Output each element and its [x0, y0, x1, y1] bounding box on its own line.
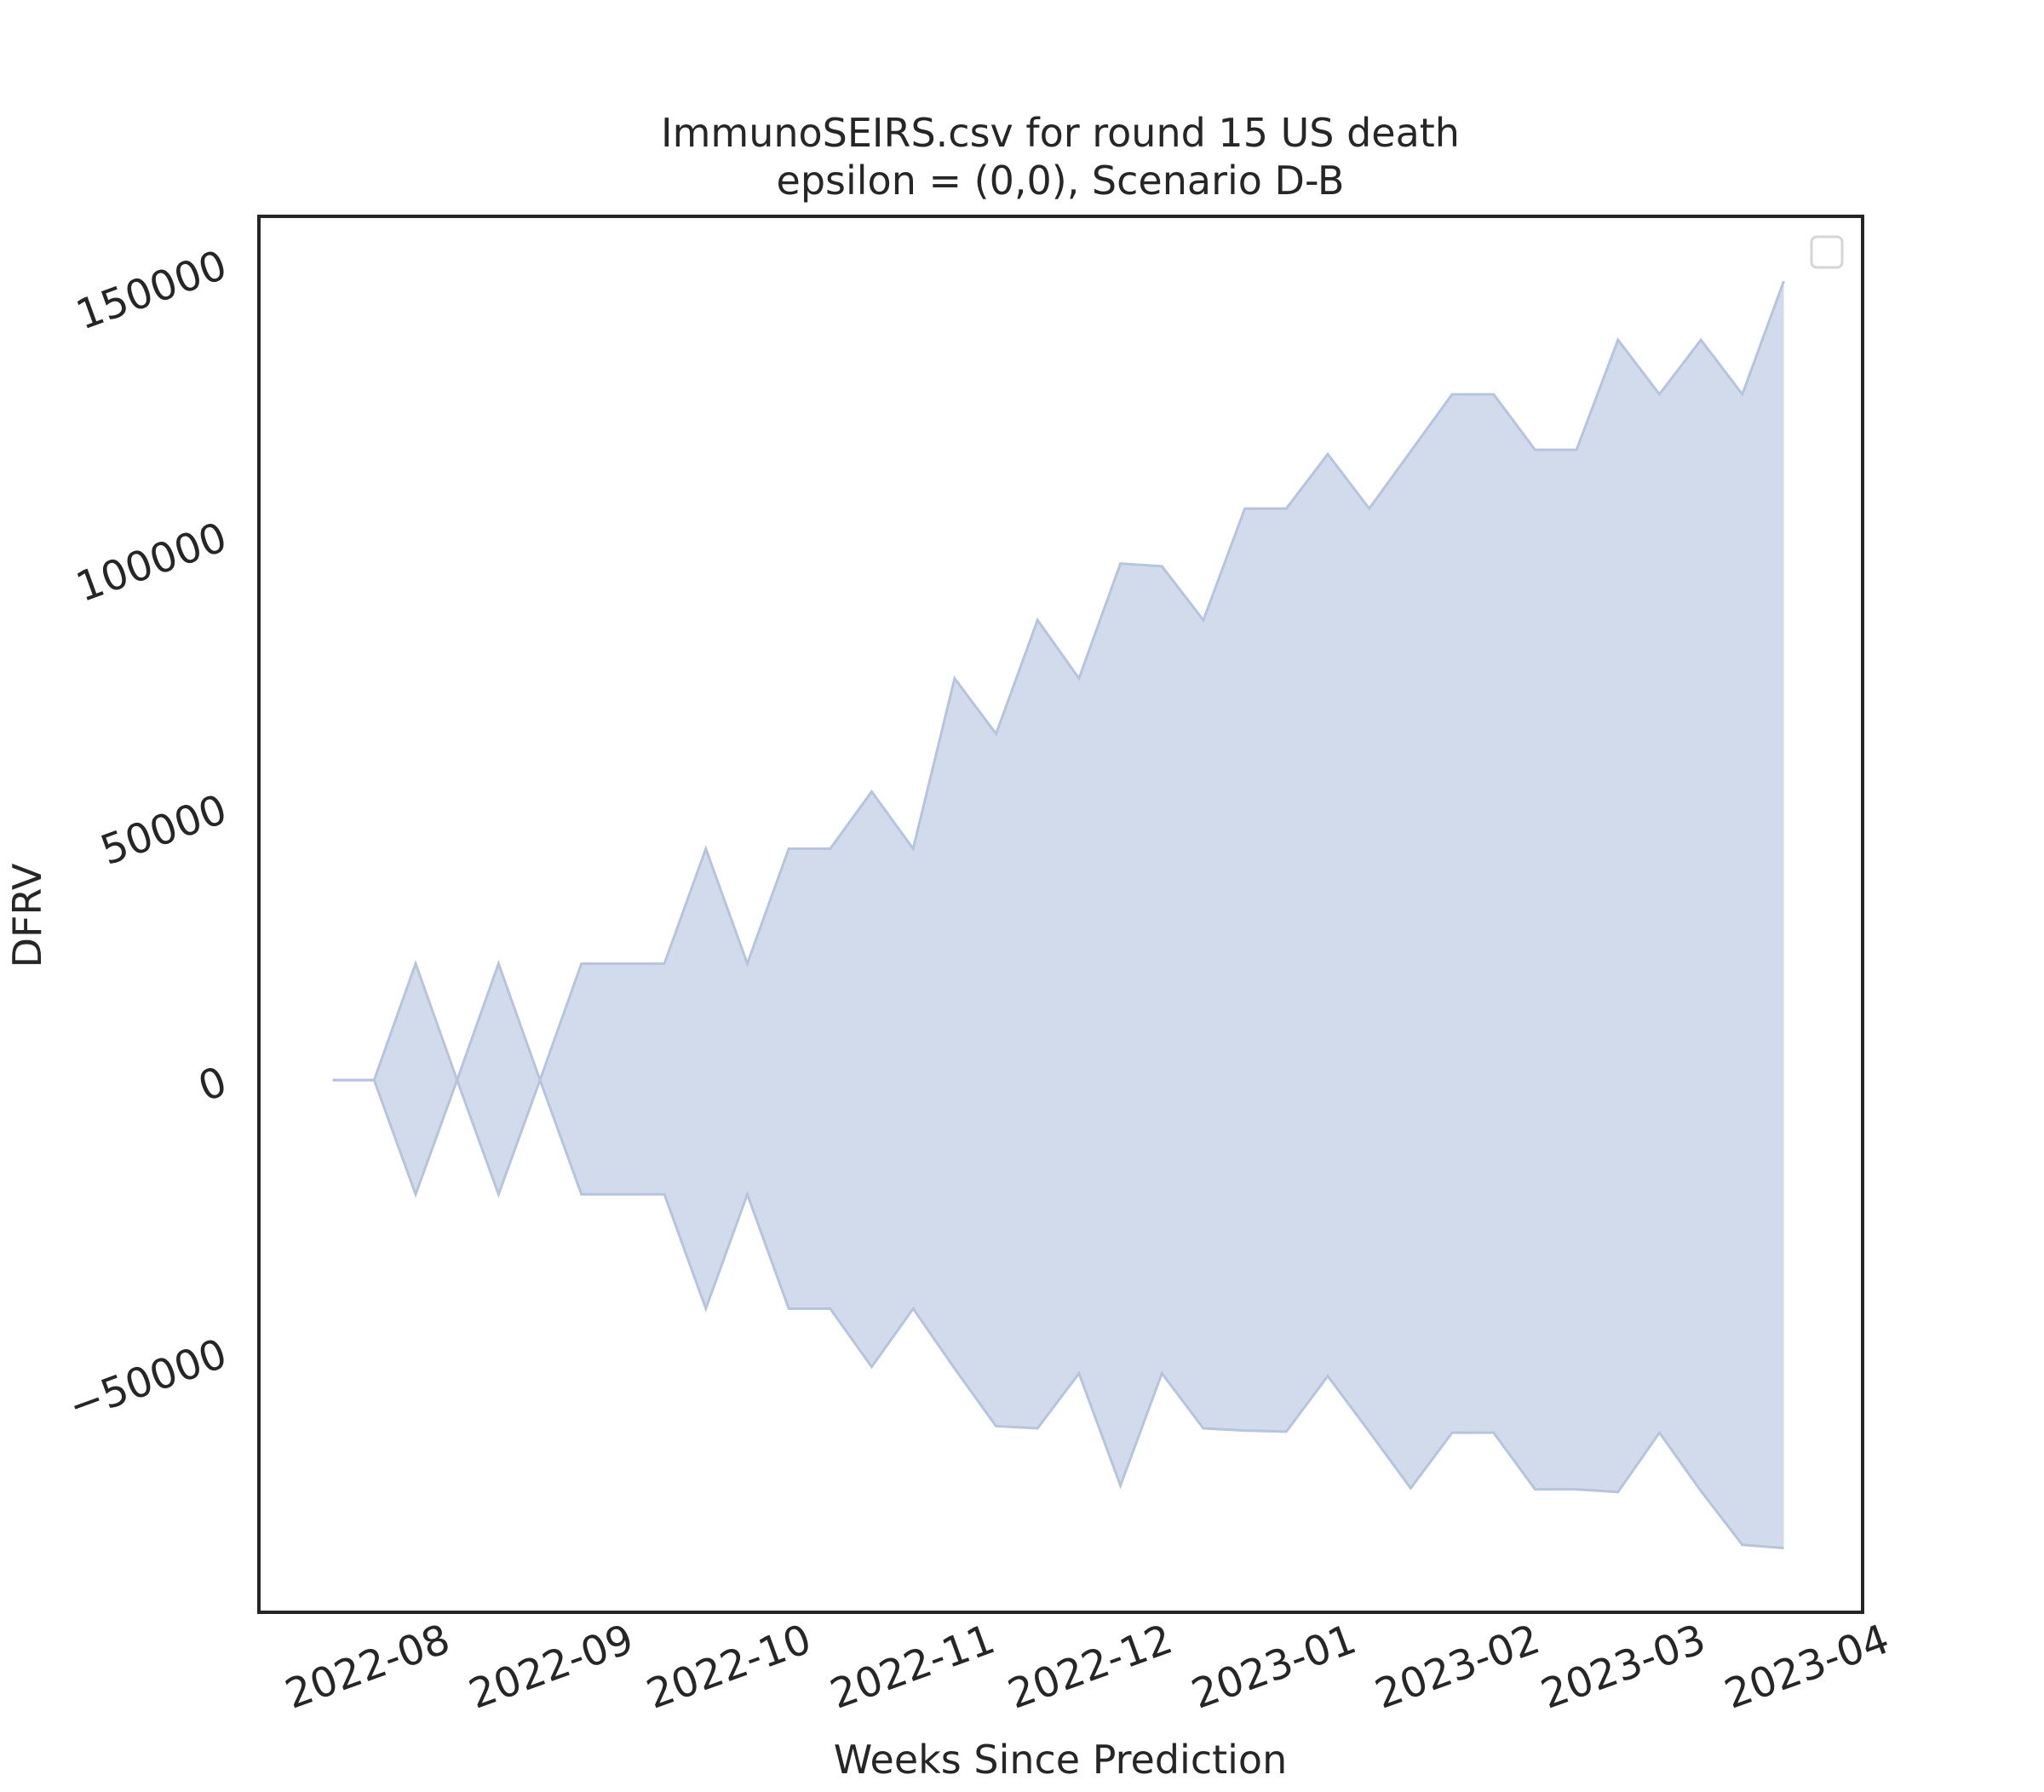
- y-tick-label: 50000: [95, 785, 233, 875]
- y-tick-label: 100000: [70, 514, 233, 612]
- axes-frame: [257, 215, 1864, 1614]
- chart-subtitle: epsilon = (0,0), Scenario D-B: [777, 158, 1345, 204]
- x-axis-label: Weeks Since Prediction: [834, 1737, 1287, 1783]
- y-axis-label: DFRV: [4, 863, 50, 968]
- legend-box[interactable]: [1810, 235, 1844, 269]
- band: [332, 281, 1784, 1548]
- x-tick-label: 2022-09: [462, 1616, 640, 1719]
- x-tick-label: 2022-10: [640, 1616, 818, 1719]
- x-tick-label: 2023-04: [1719, 1616, 1896, 1719]
- y-tick-label: 150000: [70, 241, 233, 339]
- x-tick-label: 2023-03: [1535, 1616, 1712, 1719]
- chart-title: ImmunoSEIRS.csv for round 15 US death: [661, 110, 1460, 156]
- y-tick-label: 0: [192, 1058, 233, 1111]
- x-tick-label: 2023-02: [1369, 1616, 1547, 1719]
- upper-line: [332, 280, 1785, 1084]
- x-tick-label: 2022-08: [279, 1616, 456, 1719]
- plot-area: [332, 280, 1785, 1550]
- x-tick-label: 2022-11: [824, 1616, 1002, 1719]
- x-tick-label: 2023-01: [1186, 1616, 1363, 1719]
- x-tick-label: 2022-12: [1002, 1616, 1179, 1719]
- lower-line: [332, 1076, 1784, 1550]
- y-tick-label: −50000: [62, 1330, 233, 1431]
